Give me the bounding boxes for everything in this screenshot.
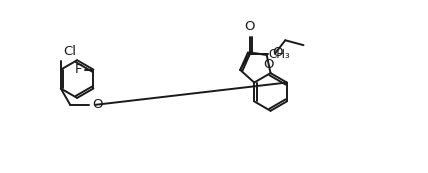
Text: Cl: Cl [63, 45, 76, 58]
Text: O: O [272, 46, 282, 59]
Text: O: O [92, 98, 103, 111]
Text: CH₃: CH₃ [269, 48, 290, 61]
Text: O: O [263, 58, 274, 71]
Text: F: F [75, 63, 83, 76]
Text: O: O [244, 20, 255, 33]
